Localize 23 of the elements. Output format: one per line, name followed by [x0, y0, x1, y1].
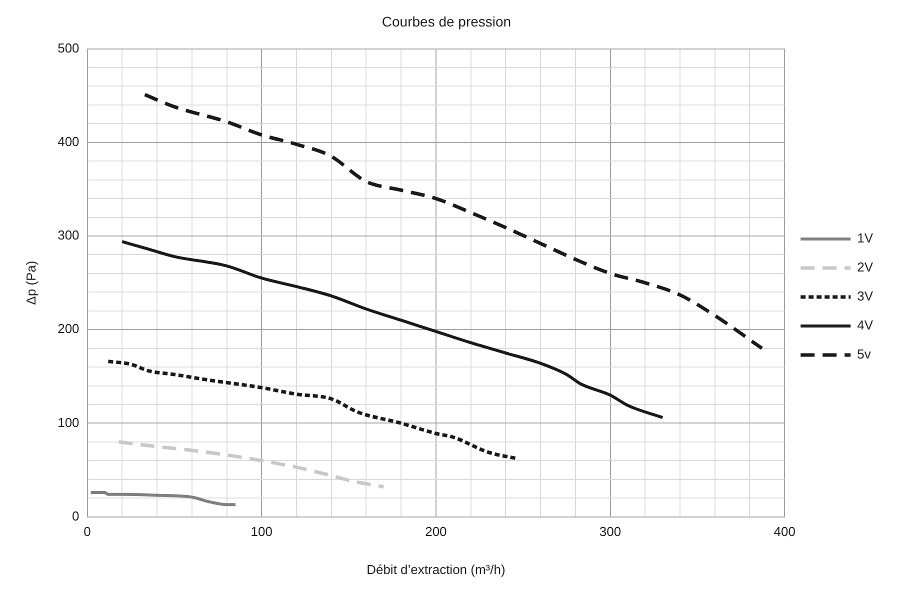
y-tick-label: 300	[58, 228, 80, 243]
legend-label: 4V	[857, 318, 874, 333]
line-series	[120, 240, 664, 420]
x-tick-label: 0	[84, 524, 91, 540]
y-tick-label: 100	[58, 414, 80, 430]
legend-label: 1V	[857, 230, 874, 246]
x-tick-label: 300	[599, 524, 622, 540]
y-tick-label: 400	[58, 134, 80, 149]
line-series	[89, 490, 237, 506]
line-series	[143, 92, 764, 350]
line-series	[116, 440, 386, 489]
x-axis-title: Débit d’extraction (m³/h)	[366, 562, 506, 577]
x-tick-label: 100	[250, 524, 272, 540]
y-axis-title: Δp (Pa)	[23, 260, 38, 305]
y-tick-label: 0	[72, 508, 80, 524]
chart-title: Courbes de pression	[382, 13, 512, 30]
x-tick-label: 400	[774, 524, 796, 540]
legend-label: 3V	[857, 288, 874, 304]
y-tick-label: 500	[58, 40, 80, 56]
legend-label: 5v	[857, 346, 872, 362]
x-tick-label: 200	[425, 524, 447, 540]
y-tick-label: 200	[58, 321, 80, 336]
legend-label: 2V	[857, 260, 874, 275]
